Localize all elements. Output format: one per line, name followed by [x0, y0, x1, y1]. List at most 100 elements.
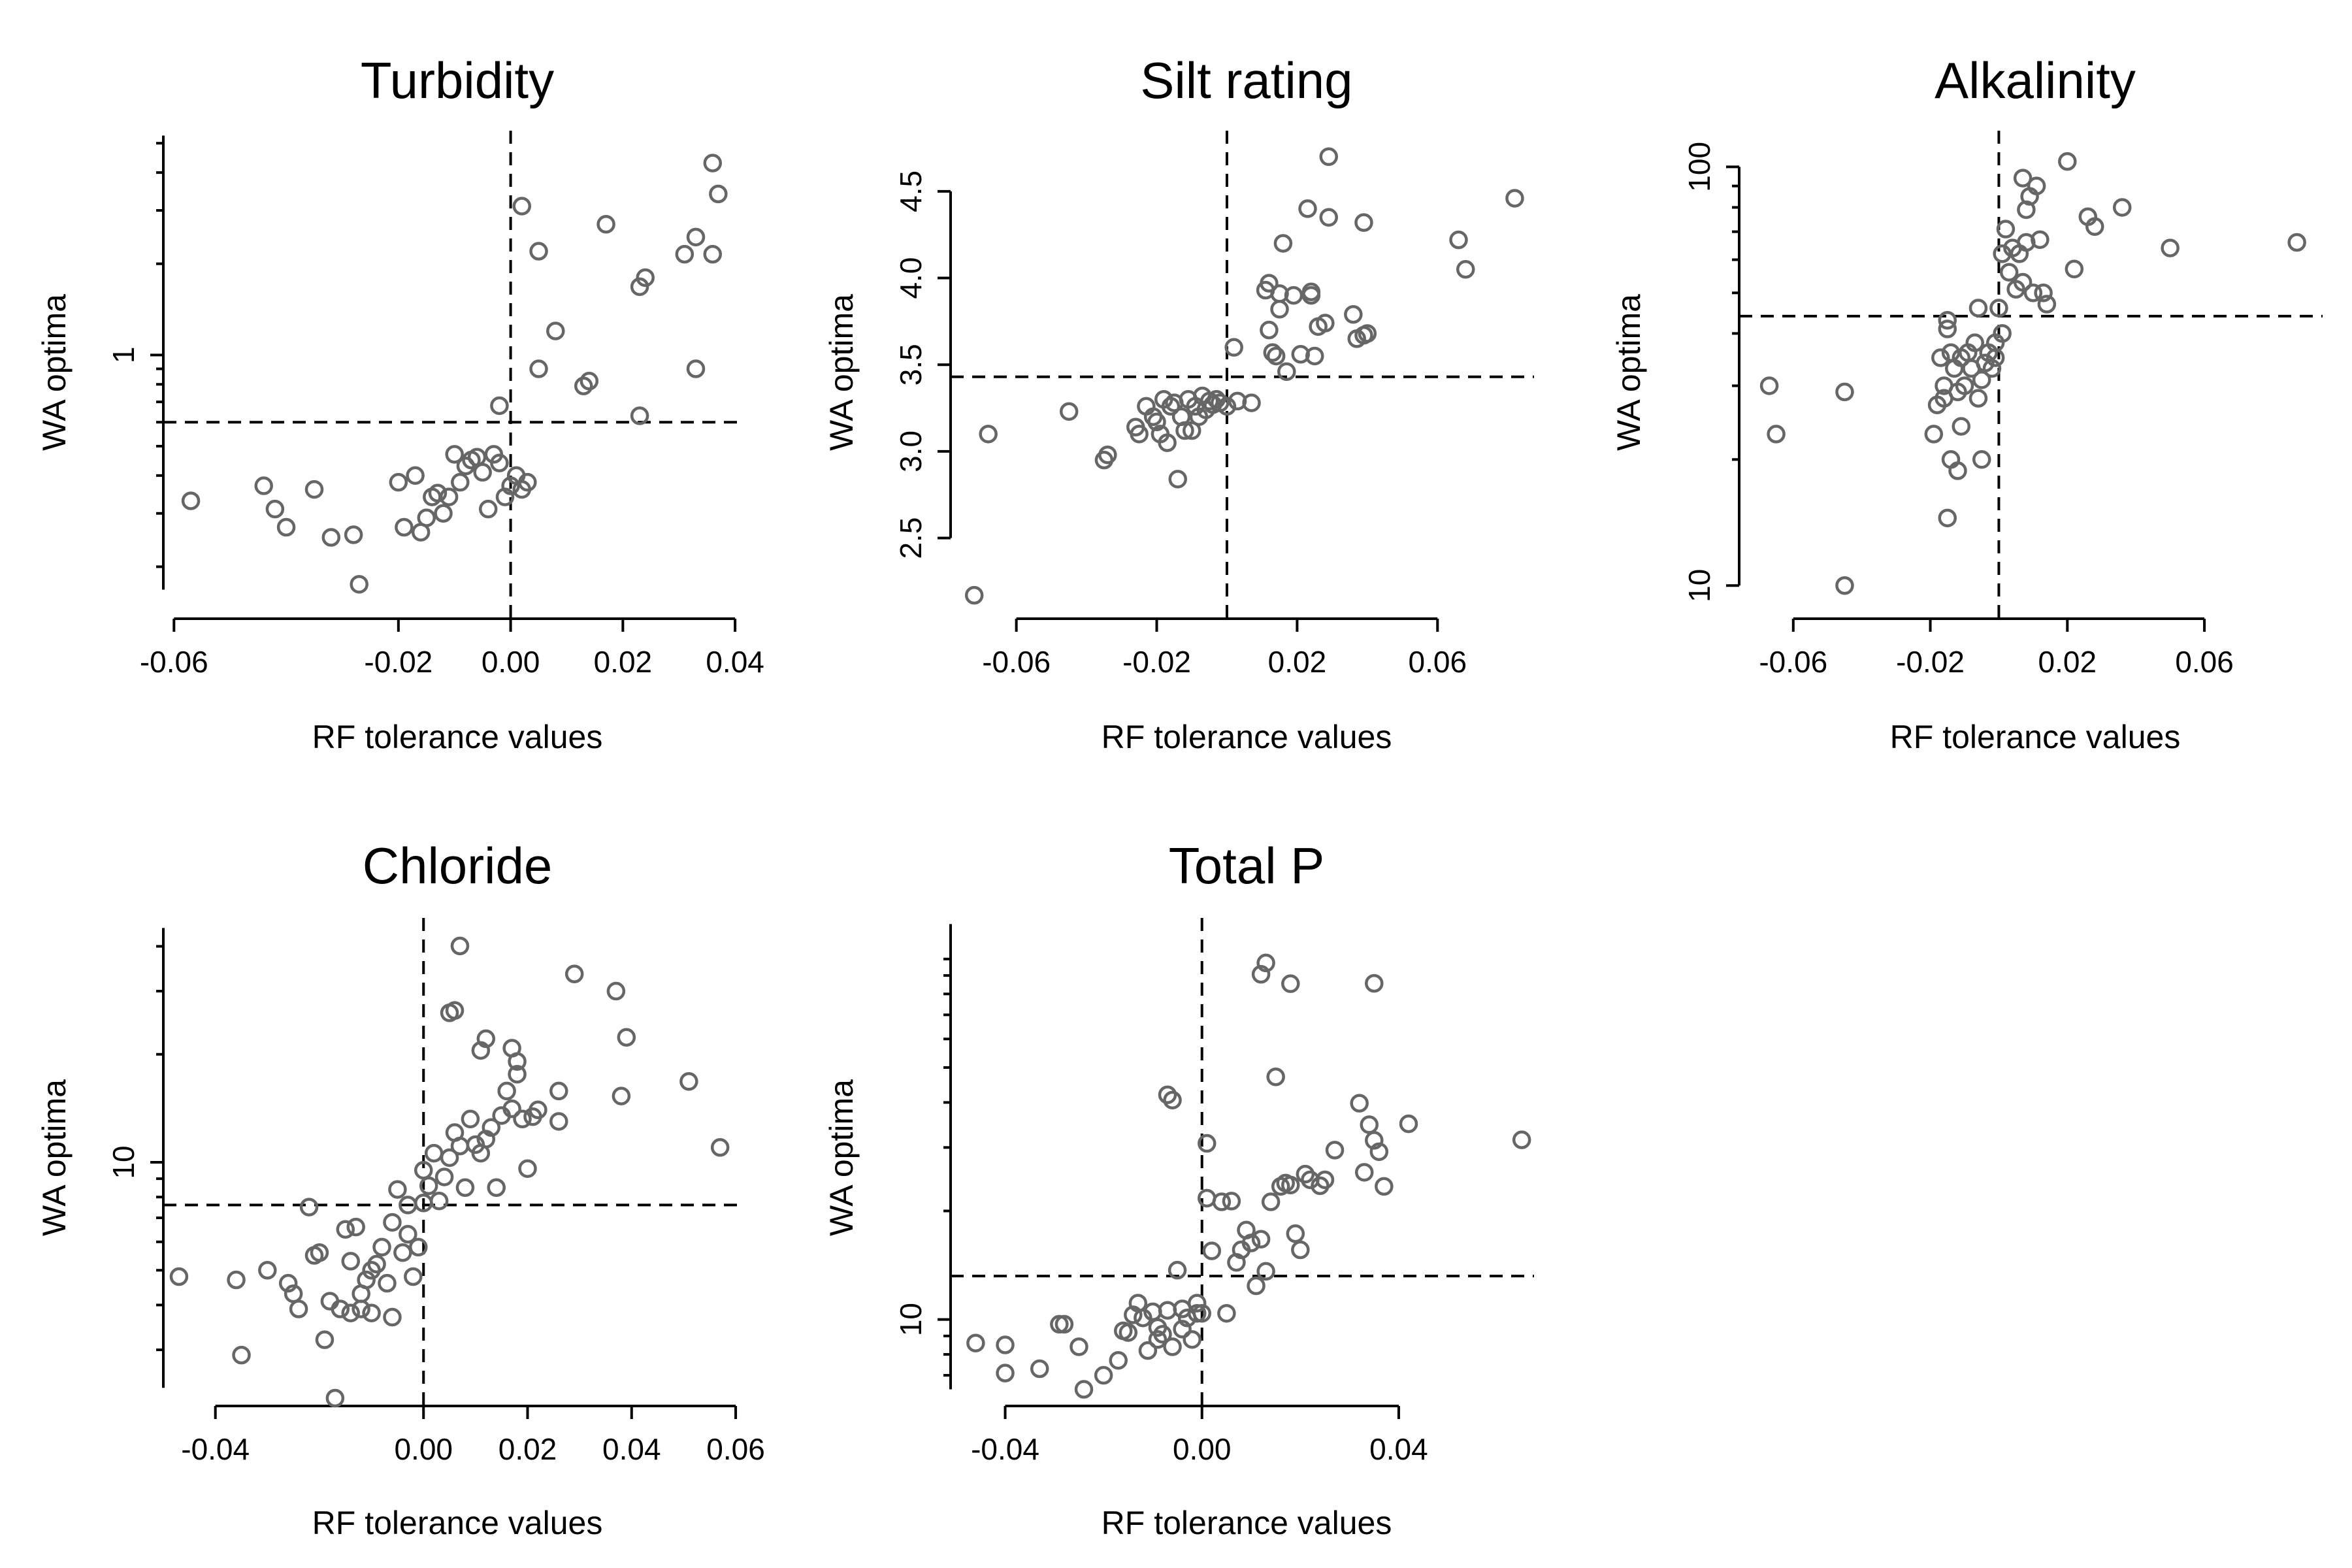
- x-tick-label: 0.02: [498, 1432, 557, 1466]
- panel-turbidity: Turbidity WA optima RF tolerance values …: [36, 52, 764, 755]
- data-point: [2065, 259, 2084, 279]
- plot-area: -0.06 -0.02 0.02 0.06 2.5 3.0 3.5 4.0 4.5: [894, 131, 1534, 679]
- panel-silt-rating: Silt rating WA optima RF tolerance value…: [823, 52, 1534, 755]
- data-point: [1931, 348, 1950, 367]
- data-point: [315, 1330, 335, 1349]
- data-point: [278, 1273, 298, 1293]
- data-point: [1968, 389, 1988, 408]
- data-point: [1938, 319, 1957, 338]
- panel-chloride: Chloride WA optima RF tolerance values -…: [36, 837, 765, 1541]
- data-point: [1286, 1224, 1305, 1243]
- x-tick-label: 0.04: [602, 1432, 661, 1466]
- data-point: [428, 483, 448, 502]
- y-tick-label: 3.5: [894, 344, 928, 385]
- data-point: [325, 1388, 345, 1408]
- data-point: [686, 227, 706, 247]
- x-tick-label: -0.02: [1122, 645, 1191, 679]
- y-axis-label: WA optima: [36, 294, 73, 451]
- data-point: [1183, 1330, 1201, 1349]
- data-point: [393, 1243, 412, 1262]
- data-point: [399, 1224, 417, 1244]
- x-tick-label: -0.02: [1896, 645, 1965, 679]
- data-point: [1175, 421, 1194, 440]
- data-point: [1109, 1350, 1128, 1370]
- data-point: [383, 1307, 402, 1327]
- x-tick-label: -0.06: [1759, 645, 1827, 679]
- data-point: [513, 1109, 532, 1129]
- data-point: [966, 1333, 985, 1352]
- data-point: [1350, 1094, 1369, 1113]
- x-tick-label: 0.06: [1409, 645, 1467, 679]
- data-point: [1224, 338, 1243, 357]
- data-point: [331, 1299, 350, 1318]
- data-point: [456, 457, 476, 476]
- data-point: [1251, 965, 1271, 984]
- data-point: [1835, 382, 1854, 402]
- data-point: [467, 448, 487, 466]
- data-point: [1375, 1177, 1394, 1196]
- data-point: [1354, 1163, 1374, 1182]
- data-point: [1449, 230, 1468, 250]
- data-point: [1291, 1240, 1310, 1260]
- data-point: [2013, 169, 2033, 188]
- data-point: [1999, 263, 2019, 282]
- data-point: [406, 466, 425, 485]
- data-point: [606, 981, 626, 1001]
- data-point: [675, 244, 694, 264]
- data-point: [1365, 1131, 1384, 1150]
- data-point: [169, 1267, 189, 1286]
- data-point: [501, 476, 520, 495]
- panel-alkalinity: Alkalinity WA optima RF tolerance values…: [1610, 52, 2323, 755]
- data-point: [1098, 445, 1117, 465]
- data-point: [1273, 234, 1293, 253]
- data-point: [490, 396, 509, 416]
- data-point: [1241, 1233, 1261, 1252]
- data-point: [378, 1273, 397, 1293]
- data-point: [574, 376, 593, 396]
- x-tick-label: -0.04: [181, 1432, 250, 1466]
- data-point: [1261, 1192, 1281, 1211]
- data-point: [1163, 1337, 1182, 1356]
- data-point: [350, 575, 368, 594]
- data-point: [473, 463, 492, 482]
- data-point: [502, 1099, 521, 1119]
- data-point: [512, 197, 532, 216]
- data-point: [1260, 274, 1279, 293]
- data-point: [2013, 272, 2033, 292]
- data-point: [2031, 230, 2050, 250]
- data-point: [181, 491, 201, 510]
- data-point: [1266, 1068, 1285, 1086]
- data-point: [636, 268, 655, 287]
- data-point: [1168, 470, 1187, 489]
- data-point: [1296, 1164, 1315, 1184]
- y-tick-label: 4.5: [894, 171, 928, 212]
- y-tick-label: 1: [106, 347, 140, 364]
- data-point: [1759, 376, 1779, 395]
- y-axis-label: WA optima: [823, 294, 860, 451]
- data-point: [478, 499, 498, 519]
- data-point: [351, 1299, 370, 1318]
- data-point: [710, 1138, 730, 1157]
- data-point: [1316, 314, 1335, 333]
- data-point: [2027, 176, 2046, 195]
- data-point: [596, 215, 615, 234]
- data-point: [1198, 1188, 1217, 1208]
- data-point: [1358, 324, 1377, 343]
- data-point: [1985, 348, 2005, 367]
- data-point: [1365, 973, 1384, 993]
- data-point: [1187, 1294, 1207, 1313]
- data-point: [1996, 220, 2016, 238]
- x-axis-label: RF tolerance values: [312, 719, 603, 755]
- data-point: [1938, 508, 1957, 528]
- data-point: [362, 1303, 381, 1322]
- data-point: [1354, 213, 1373, 232]
- data-point: [1982, 359, 2002, 378]
- data-point: [471, 1041, 491, 1060]
- x-axis-label: RF tolerance values: [1890, 719, 2181, 755]
- data-point: [357, 1270, 376, 1290]
- data-point: [389, 472, 408, 492]
- y-tick-label: 10: [1682, 569, 1716, 602]
- x-tick-label: 0.04: [1369, 1432, 1428, 1466]
- data-point: [1070, 1337, 1088, 1356]
